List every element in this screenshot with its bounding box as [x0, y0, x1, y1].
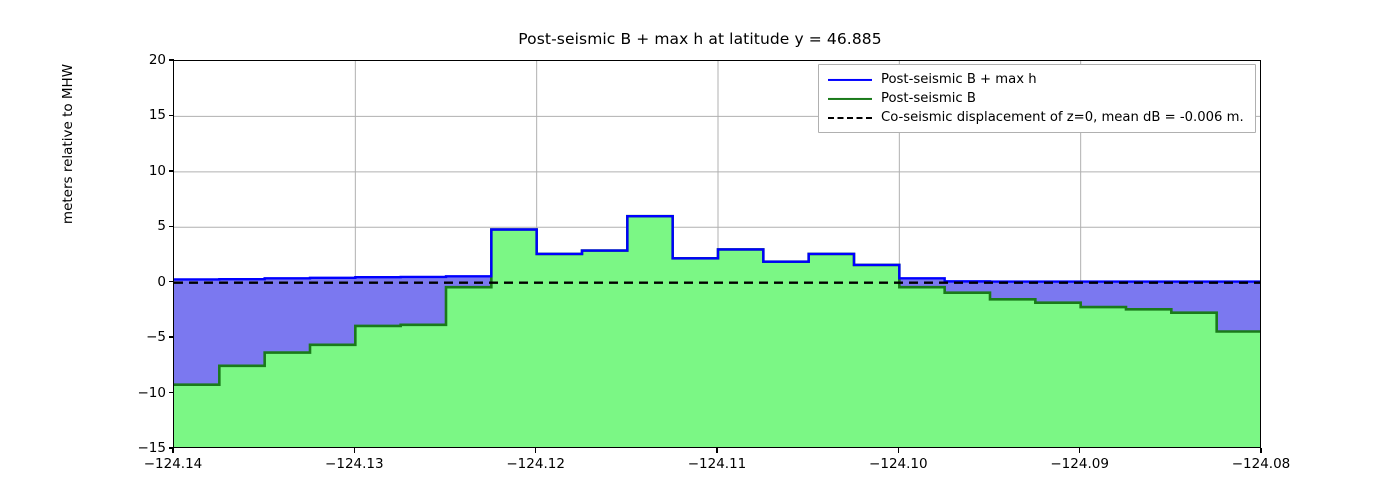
x-axis-tick-mark	[353, 448, 355, 453]
x-axis-tick-mark	[172, 448, 174, 453]
legend-item[interactable]: Post-seismic B + max h	[825, 70, 1249, 89]
page-title: Post-seismic B + max h at latitude y = 4…	[518, 30, 882, 48]
legend-line-icon-coseismic-dashed	[828, 112, 872, 124]
green-area-fill-over	[174, 216, 1260, 447]
x-axis-tick-label: −124.08	[1231, 456, 1291, 472]
post-seismic-sum-line	[174, 214, 1260, 283]
y-axis-tick-mark	[169, 225, 174, 227]
x-axis-tick-mark	[1260, 448, 1262, 453]
x-axis-tick-mark	[716, 448, 718, 453]
y-axis-tick-label: 0	[157, 273, 166, 290]
y-axis-tick-label: 10	[148, 162, 166, 179]
legend-item[interactable]: Post-seismic B	[825, 89, 1249, 108]
legend-item-label: Post-seismic B + max h	[881, 72, 1037, 87]
legend-item-label: Post-seismic B	[881, 91, 976, 106]
x-axis-tick-mark	[897, 448, 899, 453]
y-axis-tick-label: −10	[137, 384, 167, 401]
y-axis-tick-label: 5	[157, 218, 166, 235]
y-axis-tick-mark	[169, 391, 174, 394]
y-axis-tick-mark	[169, 447, 174, 449]
y-axis-tick-mark	[169, 281, 174, 283]
x-axis-tick-mark	[1079, 448, 1081, 453]
legend-line-icon-post-seismic-b	[828, 93, 872, 105]
y-axis-tick-mark	[169, 170, 174, 172]
y-axis-tick-label: −5	[146, 329, 166, 346]
legend-item-label: Co-seismic displacement of z=0, mean dB …	[881, 110, 1244, 125]
legend: Post-seismic B + max h Post-seismic B Co…	[818, 64, 1256, 133]
y-axis-tick-label: 20	[148, 52, 166, 68]
chart-svg	[174, 61, 1260, 447]
x-axis-tick-mark	[535, 448, 537, 453]
y-axis-tick-label: 15	[148, 107, 166, 124]
y-axis-label: meters relative to MHW	[60, 63, 76, 225]
y-axis-tick-label: −15	[137, 440, 167, 456]
y-axis-tick-mark	[169, 59, 174, 61]
legend-item[interactable]: Co-seismic displacement of z=0, mean dB …	[825, 108, 1249, 127]
x-axis-tick-label: −124.10	[869, 456, 928, 472]
y-axis-tick-mark	[169, 114, 174, 117]
x-axis-tick-label: −124.11	[687, 456, 747, 472]
x-axis-tick-label: −124.12	[506, 456, 565, 472]
legend-line-icon-post-seismic-sum	[828, 74, 872, 86]
y-axis-tick-mark	[169, 336, 174, 338]
blue-area-fill	[174, 216, 1260, 385]
x-axis-tick-label: −124.14	[143, 456, 203, 472]
x-axis-tick-label: −124.13	[325, 456, 384, 472]
x-axis-tick-label: −124.09	[1050, 456, 1109, 472]
